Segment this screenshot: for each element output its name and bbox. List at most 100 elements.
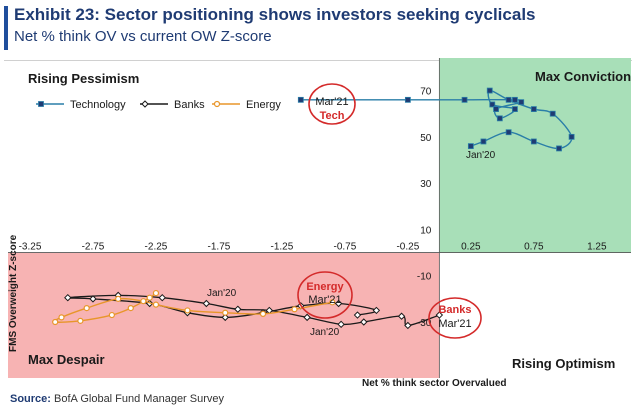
technology-point	[512, 96, 518, 103]
energy-point	[108, 311, 115, 319]
y-tick-label: -30	[417, 318, 432, 329]
x-tick-label: 0.25	[461, 242, 481, 253]
banks-point	[64, 293, 72, 302]
technology-point	[556, 145, 562, 152]
x-tick-label: -1.75	[208, 242, 231, 253]
banks-mar21-circle	[428, 297, 482, 339]
x-axis-label: Net % think sector Overvalued	[362, 378, 507, 389]
banks-point	[89, 295, 97, 303]
energy-point	[115, 295, 122, 302]
energy-point	[291, 306, 298, 313]
technology-point	[505, 129, 512, 136]
energy-mar21-circle	[297, 271, 353, 319]
y-tick-label: 30	[420, 179, 432, 190]
technology-point	[493, 106, 499, 112]
energy-point	[152, 289, 160, 297]
technology-point	[496, 115, 503, 122]
banks-jan20-label: Jan'20	[310, 327, 340, 338]
source-note: Source: BofA Global Fund Manager Survey	[10, 393, 224, 405]
tech-name-label: Tech	[320, 110, 345, 122]
technology-point	[505, 96, 512, 103]
technology-point	[489, 101, 496, 108]
banks-point	[435, 311, 444, 319]
technology-point	[297, 96, 304, 103]
x-tick-label: -0.25	[396, 242, 419, 253]
banks-mar21-label: Mar'21	[438, 318, 471, 330]
banks-point	[404, 321, 412, 330]
energy-point	[77, 317, 84, 324]
legend-marker-energy	[213, 100, 221, 108]
y-tick-label: -10	[417, 272, 432, 283]
energy-point	[222, 309, 229, 316]
tech-jan20-label: Jan'20	[466, 150, 496, 161]
legend-label-energy: Energy	[246, 99, 281, 111]
tech-mar21-label: Mar'21	[315, 96, 348, 108]
energy-mar21-label: Mar'21	[308, 294, 341, 306]
y-tick-label: 50	[420, 133, 432, 144]
banks-point	[397, 312, 406, 320]
technology-point	[404, 96, 411, 103]
energy-point	[140, 298, 147, 305]
technology-point	[467, 143, 474, 150]
energy-point	[146, 294, 153, 301]
banks-point	[334, 299, 343, 308]
banks-point	[360, 318, 368, 326]
x-tick-label: -2.25	[145, 242, 168, 253]
energy-point	[127, 305, 134, 312]
y-tick-label: 10	[420, 225, 432, 236]
banks-point	[202, 299, 211, 308]
energy-point	[58, 314, 65, 321]
quadrant-label-rising-optimism: Rising Optimism	[512, 356, 615, 371]
quadrant-label-max-conviction: Max Conviction	[535, 69, 631, 84]
banks-point	[303, 313, 311, 322]
banks-name-label: Banks	[438, 304, 471, 316]
quadrant-label-max-despair: Max Despair	[28, 352, 105, 367]
x-tick-label: -0.75	[333, 242, 356, 253]
energy-point	[329, 299, 336, 306]
energy-point	[152, 301, 160, 308]
banks-point	[221, 313, 229, 322]
energy-point	[52, 318, 59, 326]
source-label: Source:	[10, 393, 51, 405]
x-tick-label: -2.75	[82, 242, 105, 253]
banks-point	[337, 320, 345, 329]
x-tick-label: -3.25	[19, 242, 42, 253]
y-tick-label: 70	[420, 87, 432, 98]
energy-name-label: Energy	[306, 281, 344, 293]
energy-jan20-label: Jan'20	[207, 288, 237, 299]
banks-point	[158, 293, 166, 302]
energy-point	[83, 305, 90, 312]
technology-point	[486, 87, 493, 94]
legend-marker-technology	[38, 101, 44, 107]
technology-point	[480, 138, 487, 145]
legend-label-banks: Banks	[174, 99, 205, 111]
energy-series-line	[53, 292, 333, 323]
technology-point	[568, 133, 575, 140]
technology-point	[530, 106, 537, 112]
x-tick-label: -1.25	[271, 242, 294, 253]
y-axis-label: FMS Overweight Z-score	[8, 234, 19, 352]
x-tick-label: 1.25	[587, 242, 607, 253]
technology-point	[461, 96, 468, 103]
title-accent-bar	[4, 6, 8, 50]
energy-point	[259, 310, 267, 317]
technology-point	[518, 99, 525, 106]
technology-point	[512, 106, 518, 112]
x-tick-label: 0.75	[524, 242, 544, 253]
max-conviction-quadrant	[439, 58, 631, 253]
quadrant-label-rising-pessimism: Rising Pessimism	[28, 71, 139, 86]
technology-point	[549, 110, 556, 117]
banks-point	[234, 305, 242, 313]
chart-subtitle: Net % think OV vs current OW Z-score	[14, 28, 272, 45]
banks-point	[372, 306, 381, 315]
banks-point	[353, 311, 362, 319]
legend-label-technology: Technology	[70, 99, 126, 111]
source-text: BofA Global Fund Manager Survey	[54, 393, 225, 405]
legend-marker-banks	[141, 100, 149, 108]
tech-mar21-circle	[308, 83, 356, 125]
energy-point	[184, 307, 191, 314]
chart-title: Exhibit 23: Sector positioning shows inv…	[14, 5, 536, 24]
technology-point	[530, 138, 537, 145]
header-divider	[4, 60, 632, 61]
